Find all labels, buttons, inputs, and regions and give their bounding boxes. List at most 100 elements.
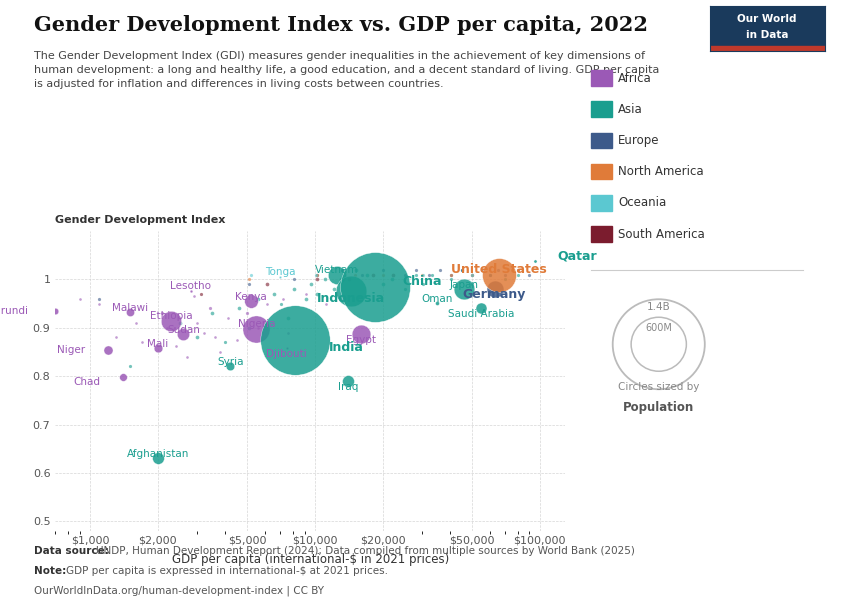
Point bbox=[93, 294, 106, 304]
Point bbox=[498, 270, 512, 280]
Point bbox=[299, 294, 313, 304]
Text: 1.4B: 1.4B bbox=[647, 301, 671, 311]
Text: UNDP, Human Development Report (2024); Data compiled from multiple sources by Wo: UNDP, Human Development Report (2024); D… bbox=[96, 546, 635, 556]
Point bbox=[330, 270, 343, 280]
Point bbox=[123, 307, 137, 317]
Point bbox=[244, 270, 258, 280]
Point bbox=[385, 275, 399, 284]
Point bbox=[318, 275, 332, 284]
Point bbox=[430, 298, 444, 308]
Point bbox=[310, 270, 324, 280]
Text: Nigeria: Nigeria bbox=[238, 319, 275, 329]
Point bbox=[465, 270, 479, 280]
Point bbox=[348, 270, 362, 280]
Point bbox=[280, 343, 293, 353]
Text: in Data: in Data bbox=[746, 30, 788, 40]
Point bbox=[281, 328, 295, 337]
Point bbox=[310, 275, 324, 284]
Point bbox=[180, 352, 194, 362]
Text: Gender Development Index: Gender Development Index bbox=[55, 215, 225, 225]
X-axis label: GDP per capita (international-$ in 2021 prices): GDP per capita (international-$ in 2021 … bbox=[172, 553, 449, 566]
Point bbox=[276, 294, 290, 304]
Point bbox=[422, 270, 436, 280]
Point bbox=[208, 332, 222, 342]
Point bbox=[455, 265, 468, 275]
Point bbox=[484, 270, 497, 280]
Point bbox=[252, 294, 265, 304]
Point bbox=[377, 270, 390, 280]
Point bbox=[409, 265, 422, 275]
Point bbox=[289, 335, 303, 345]
Point bbox=[484, 270, 497, 280]
Point bbox=[399, 284, 412, 294]
Point bbox=[377, 265, 390, 275]
Text: GDP per capita is expressed in international-$ at 2021 prices.: GDP per capita is expressed in internati… bbox=[66, 566, 388, 576]
Point bbox=[344, 287, 358, 296]
Point bbox=[260, 299, 274, 308]
Text: Vietnam: Vietnam bbox=[314, 265, 359, 275]
Point bbox=[287, 275, 301, 284]
Point bbox=[528, 256, 541, 266]
Point bbox=[512, 270, 525, 280]
Point bbox=[260, 318, 274, 328]
Point bbox=[465, 270, 479, 280]
Point bbox=[197, 328, 211, 337]
Point bbox=[230, 335, 244, 344]
Point bbox=[232, 304, 246, 313]
Text: Oceania: Oceania bbox=[618, 196, 666, 209]
Point bbox=[190, 332, 204, 342]
Point bbox=[335, 265, 348, 275]
Text: The Gender Development Index (GDI) measures gender inequalities in the achieveme: The Gender Development Index (GDI) measu… bbox=[34, 51, 660, 89]
Text: Tonga: Tonga bbox=[265, 267, 295, 277]
Text: Data source:: Data source: bbox=[34, 546, 112, 556]
Text: OurWorldInData.org/human-development-index | CC BY: OurWorldInData.org/human-development-ind… bbox=[34, 586, 324, 596]
Point bbox=[456, 265, 469, 275]
Text: Afghanistan: Afghanistan bbox=[127, 449, 189, 458]
Point bbox=[327, 284, 341, 294]
Text: Gender Development Index vs. GDP per capita, 2022: Gender Development Index vs. GDP per cap… bbox=[34, 15, 648, 35]
Text: Burundi: Burundi bbox=[0, 307, 28, 316]
Point bbox=[218, 337, 232, 347]
Text: Ethiopia: Ethiopia bbox=[150, 311, 193, 321]
Bar bbox=[710, 46, 824, 51]
Point bbox=[425, 270, 439, 280]
Text: Circles sized by: Circles sized by bbox=[618, 382, 700, 392]
Point bbox=[109, 332, 122, 342]
Point bbox=[310, 289, 324, 299]
Point bbox=[491, 265, 505, 275]
Point bbox=[93, 299, 106, 308]
Point bbox=[498, 275, 512, 284]
Point bbox=[399, 270, 412, 280]
Text: United States: United States bbox=[451, 263, 547, 276]
Point bbox=[416, 280, 429, 289]
Text: Indonesia: Indonesia bbox=[317, 292, 385, 305]
Point bbox=[169, 341, 183, 351]
Point bbox=[242, 275, 256, 284]
Point bbox=[190, 318, 204, 328]
Point bbox=[416, 270, 429, 280]
Point bbox=[101, 345, 115, 355]
Point bbox=[466, 280, 479, 289]
Text: 600M: 600M bbox=[645, 323, 672, 332]
Point bbox=[488, 284, 502, 294]
Point bbox=[273, 272, 286, 282]
Point bbox=[242, 280, 256, 289]
Text: Asia: Asia bbox=[618, 103, 643, 116]
Text: Niger: Niger bbox=[57, 344, 85, 355]
Point bbox=[48, 307, 62, 316]
Text: Iraq: Iraq bbox=[337, 382, 358, 392]
Text: Africa: Africa bbox=[618, 71, 652, 85]
Point bbox=[194, 289, 207, 299]
Point bbox=[341, 376, 354, 386]
Point bbox=[299, 289, 313, 299]
Point bbox=[287, 284, 301, 294]
Text: Our World: Our World bbox=[737, 14, 796, 25]
Point bbox=[377, 280, 390, 289]
Point bbox=[151, 454, 165, 463]
Text: Kenya: Kenya bbox=[235, 292, 267, 302]
Point bbox=[151, 343, 165, 353]
Point bbox=[203, 304, 217, 313]
Point bbox=[173, 313, 186, 323]
Point bbox=[310, 270, 324, 280]
Text: Malawi: Malawi bbox=[111, 303, 148, 313]
